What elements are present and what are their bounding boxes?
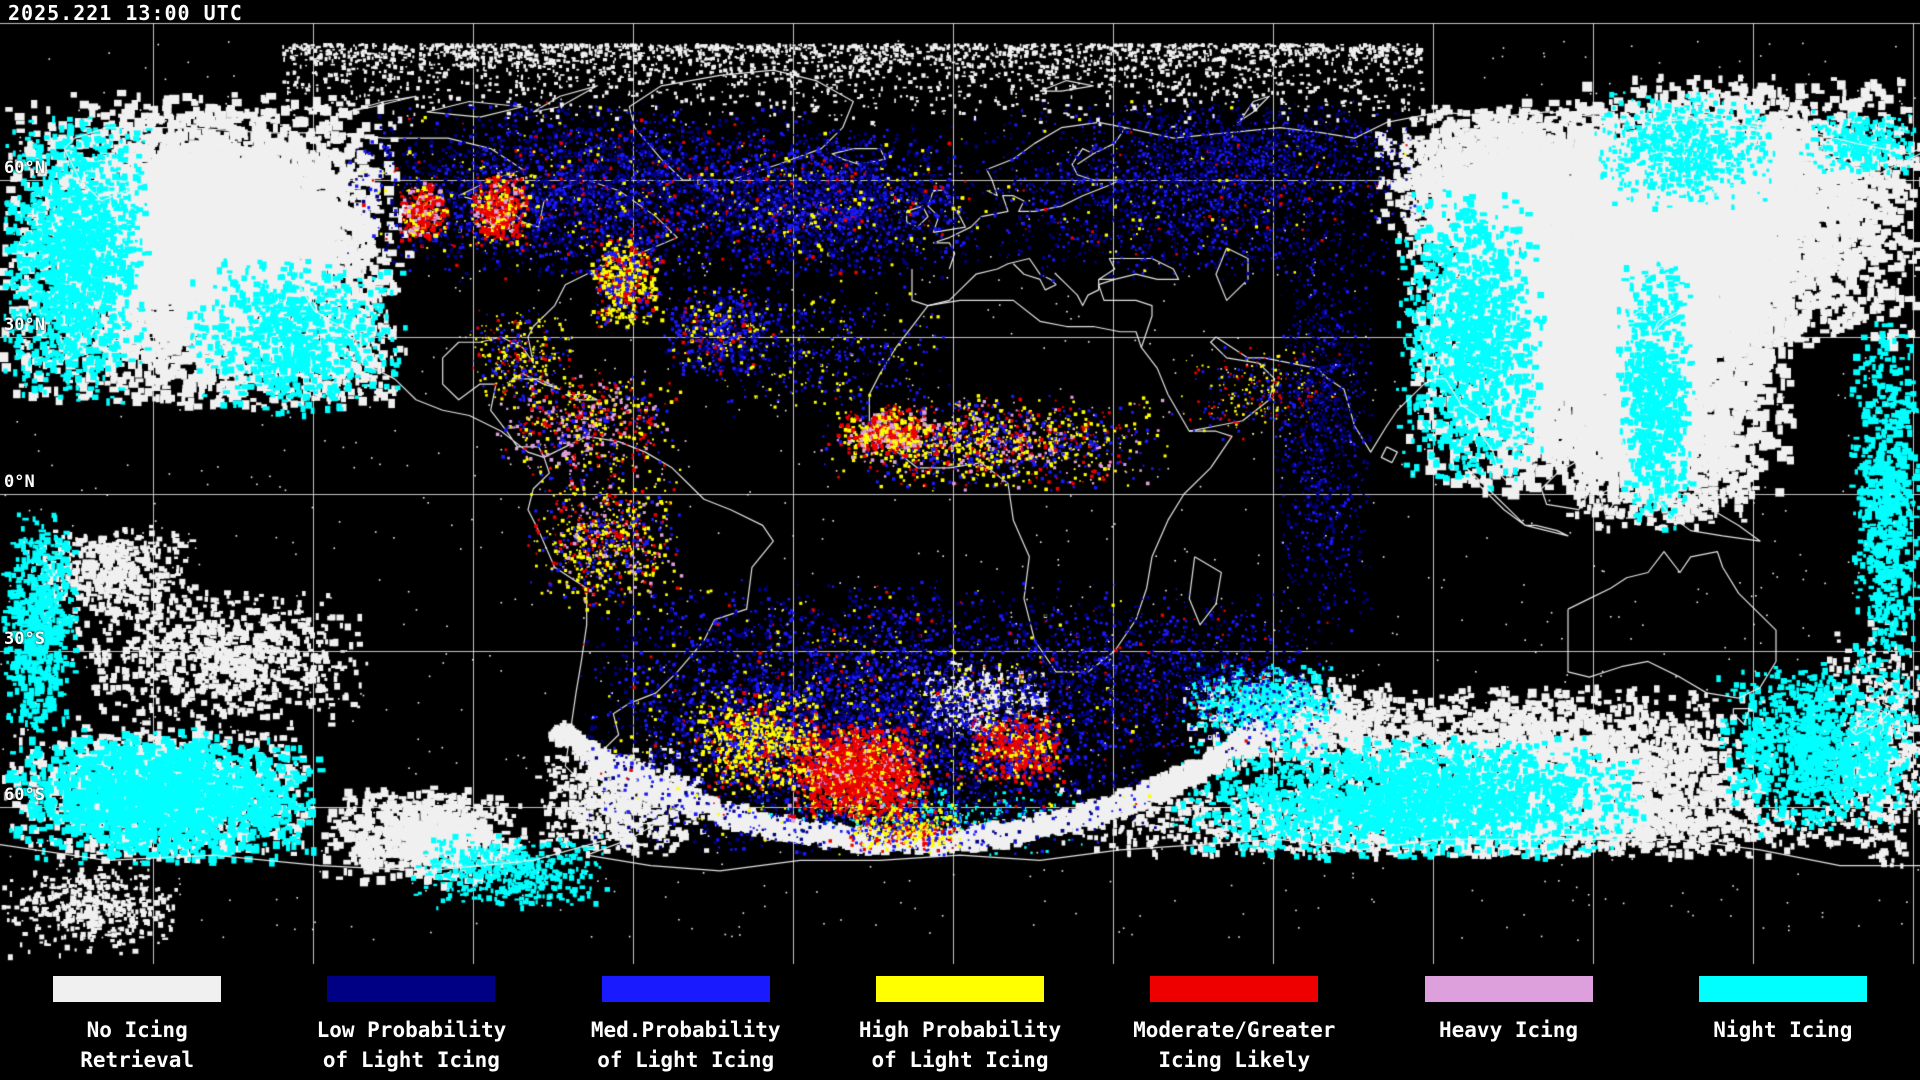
legend-label-line2: of Light Icing <box>871 1048 1049 1072</box>
legend-label-line1: Med.Probability <box>590 1018 781 1042</box>
legend-label-line2: Retrieval <box>80 1048 195 1072</box>
legend-label-line1: No Icing <box>86 1018 188 1042</box>
latitude-label: 60°N <box>4 158 45 178</box>
legend-label-line1: Night Icing <box>1713 1018 1853 1042</box>
legend-label-line1: Heavy Icing <box>1439 1018 1579 1042</box>
legend-swatch <box>53 976 222 1002</box>
world-map-canvas <box>0 0 1920 968</box>
latitude-label: 60°S <box>4 785 45 805</box>
legend-label-line1: Low Probability <box>316 1018 507 1042</box>
legend-label-line2: of Light Icing <box>322 1048 500 1072</box>
legend-item-no-icing-retrieval: No Icing Retrieval <box>0 968 274 1080</box>
latitude-label: 30°N <box>4 315 45 335</box>
legend-item-high-probability-light-icing: High Probability of Light Icing <box>823 968 1097 1080</box>
legend-item-night-icing: Night Icing <box>1646 968 1920 1080</box>
legend-swatch <box>1150 976 1319 1002</box>
legend-item-moderate-greater-icing: Moderate/Greater Icing Likely <box>1097 968 1371 1080</box>
legend-swatch <box>601 976 770 1002</box>
legend-swatch <box>327 976 496 1002</box>
legend: No Icing Retrieval Low Probability of Li… <box>0 968 1920 1080</box>
latitude-label: 30°S <box>4 629 45 649</box>
legend-item-heavy-icing: Heavy Icing <box>1371 968 1645 1080</box>
legend-item-med-probability-light-icing: Med.Probability of Light Icing <box>549 968 823 1080</box>
legend-label-line1: High Probability <box>858 1018 1062 1042</box>
legend-swatch <box>875 976 1044 1002</box>
latitude-label: 0°N <box>4 472 35 492</box>
legend-label-line2: Icing Likely <box>1158 1048 1311 1072</box>
legend-label-line2: of Light Icing <box>597 1048 775 1072</box>
legend-item-low-probability-light-icing: Low Probability of Light Icing <box>274 968 548 1080</box>
legend-swatch <box>1424 976 1593 1002</box>
timestamp: 2025.221 13:00 UTC <box>8 1 243 25</box>
legend-swatch <box>1698 976 1867 1002</box>
legend-label-line1: Moderate/Greater <box>1133 1018 1336 1042</box>
